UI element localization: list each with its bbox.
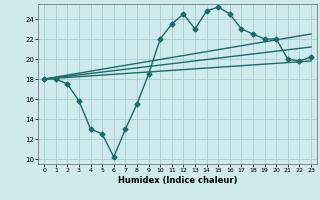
X-axis label: Humidex (Indice chaleur): Humidex (Indice chaleur) — [118, 176, 237, 185]
